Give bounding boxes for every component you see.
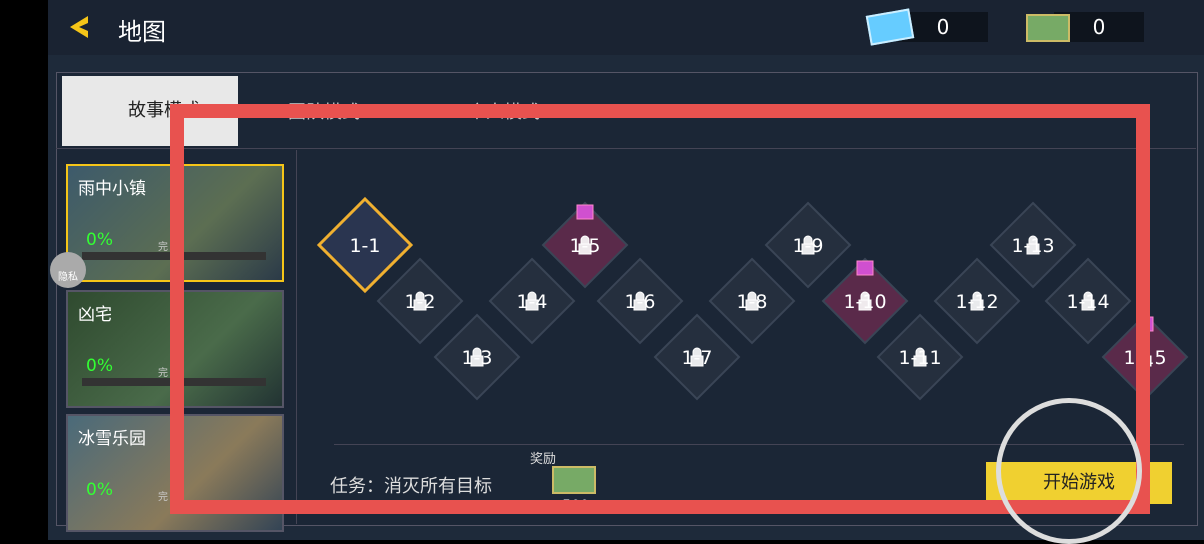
level-node[interactable]: 1-9	[764, 201, 852, 289]
lock-icon	[1026, 235, 1040, 255]
mission: 任务：消灭所有目标	[330, 476, 492, 497]
lock-icon	[913, 347, 927, 367]
level-node[interactable]: 1-8	[708, 257, 796, 345]
map-status: 完	[158, 492, 168, 503]
lock-icon	[1081, 291, 1095, 311]
back-button[interactable]	[64, 12, 94, 42]
divider	[56, 148, 1196, 149]
level-node[interactable]: 1-11	[876, 313, 964, 401]
map-name: 冰雪乐园	[78, 429, 146, 449]
level-node[interactable]: 1-5	[541, 201, 629, 289]
top-bar: 地图 0 0	[48, 0, 1204, 55]
privacy-badge[interactable]: 隐私	[50, 252, 86, 288]
level-map: 1-11-21-31-41-51-61-71-81-91-101-111-121…	[316, 196, 1189, 401]
cash-icon	[1026, 14, 1070, 42]
lock-icon	[970, 291, 984, 311]
stage: 地图 0 0 故事模式 团队模式 个人模式 雨中小镇 0% 完 凶宅 0% 完 冰雪乐园…	[48, 0, 1204, 544]
level-node[interactable]: 1-10	[821, 257, 909, 345]
gift-icon	[856, 260, 874, 276]
map-name: 雨中小镇	[78, 179, 146, 199]
map-progress: 0%	[86, 480, 113, 500]
level-node[interactable]: 1-12	[933, 257, 1021, 345]
gift-icon	[576, 204, 594, 220]
lock-icon	[413, 291, 427, 311]
level-node[interactable]: 1-2	[376, 257, 464, 345]
map-progress: 0%	[86, 356, 113, 376]
lock-icon	[690, 347, 704, 367]
title: 地图	[118, 18, 166, 46]
map-progress: 0%	[86, 230, 113, 250]
level-node[interactable]: 1-6	[596, 257, 684, 345]
map-status: 完	[158, 242, 168, 253]
divider	[334, 444, 1184, 445]
level-node[interactable]: 1-1	[316, 196, 414, 294]
cash-icon	[552, 466, 596, 494]
lock-icon	[470, 347, 484, 367]
lock-icon	[801, 235, 815, 255]
level-node[interactable]: 1-13	[989, 201, 1077, 289]
level-node[interactable]: 1-14	[1044, 257, 1132, 345]
level-diamond	[316, 196, 414, 294]
lock-icon	[745, 291, 759, 311]
reward-title: 奖励	[530, 452, 557, 467]
level-label: 1-1	[349, 235, 380, 257]
level-node[interactable]: 1-4	[488, 257, 576, 345]
divider	[296, 150, 297, 524]
level-node[interactable]: 1-3	[433, 313, 521, 401]
map-name: 凶宅	[78, 305, 112, 325]
touch-ring	[996, 398, 1142, 544]
level-node[interactable]: 1-7	[653, 313, 741, 401]
map-status: 完	[158, 368, 168, 379]
highlight-box	[170, 104, 1150, 514]
lock-icon	[525, 291, 539, 311]
lock-icon	[633, 291, 647, 311]
lock-icon	[578, 235, 592, 255]
lock-icon	[858, 291, 872, 311]
